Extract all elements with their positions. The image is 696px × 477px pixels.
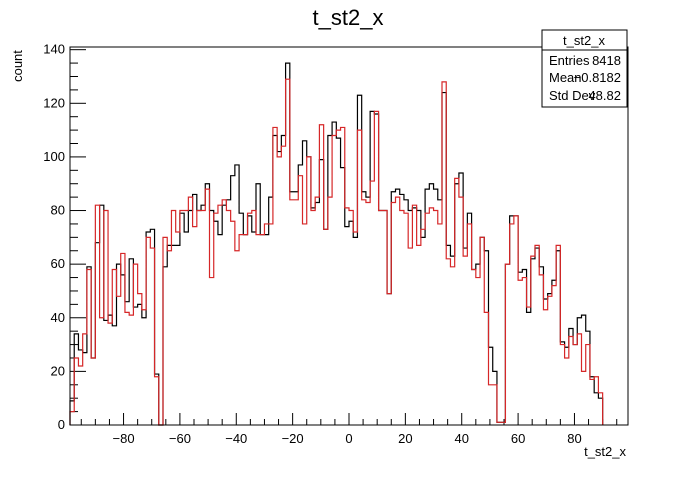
y-tick-label: 60: [51, 256, 65, 271]
chart-title: t_st2_x: [313, 5, 384, 30]
stats-entries-label: Entries: [549, 53, 590, 68]
stats-stddev-value: 48.82: [588, 88, 621, 103]
x-tick-label: 80: [567, 431, 581, 446]
x-tick-label: 60: [511, 431, 525, 446]
stats-box-frame: [541, 29, 628, 108]
stats-box: t_st2_x Entries 8418 Mean −0.8182 Std De…: [541, 29, 628, 108]
y-tick-label: 0: [58, 417, 65, 432]
stats-mean-label: Mean: [549, 70, 582, 85]
y-tick-label: 120: [43, 95, 65, 110]
histogram-series-1: [69, 78, 604, 426]
x-tick-label: −20: [282, 431, 304, 446]
y-tick-label: 100: [43, 149, 65, 164]
stats-entries-value: 8418: [592, 53, 621, 68]
stats-box-title: t_st2_x: [563, 33, 605, 48]
x-tick-label: 0: [345, 431, 352, 446]
stats-stddev-label: Std Dev: [549, 88, 596, 103]
x-tick-label: 40: [454, 431, 468, 446]
x-axis-label: t_st2_x: [584, 444, 626, 459]
y-tick-label: 80: [51, 203, 65, 218]
x-tick-label: 20: [398, 431, 412, 446]
stats-mean-value: −0.8182: [574, 70, 621, 85]
x-tick-label: −40: [225, 431, 247, 446]
plot-frame: [69, 46, 629, 426]
x-tick-label: −60: [169, 431, 191, 446]
y-axis-label: count: [10, 50, 25, 82]
series-layer: [69, 62, 604, 426]
y-tick-label: 20: [51, 363, 65, 378]
x-tick-label: −80: [113, 431, 135, 446]
y-tick-label: 40: [51, 310, 65, 325]
y-tick-label: 140: [43, 42, 65, 57]
axis-layer: −80 −60 −40 −20 0 20 40 60 80 0 20 40 60 80 100 120 140: [43, 42, 618, 446]
